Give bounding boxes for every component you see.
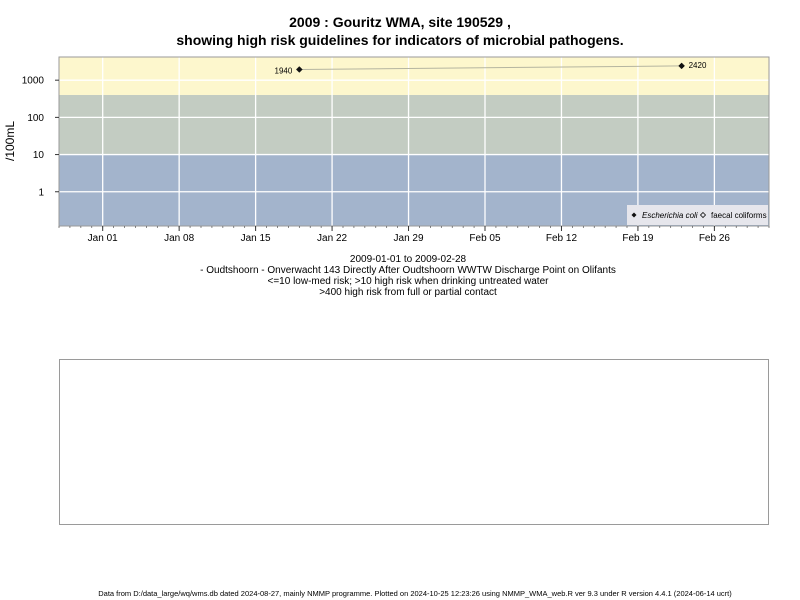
y-tick-label-2: 100: [27, 113, 44, 124]
data-point-0-1: [678, 62, 685, 70]
plot-frame: [58, 56, 770, 227]
y-tick-label-1: 10: [33, 150, 45, 161]
x-tick-label-8: Feb 26: [699, 233, 731, 244]
legend-marker-ecoli: [631, 212, 637, 218]
chart-plot: 1 10 100 1000 Jan 01 Jan 08 Jan 15 Jan 22 Jan 2…: [3, 56, 770, 244]
y-axis: 1 10 100 1000: [22, 76, 59, 198]
x-axis: Jan 01 Jan 08 Jan 15 Jan 22 Jan 29 Feb 05 Feb …: [58, 226, 770, 244]
x-tick-label-0: Jan 01: [88, 233, 118, 244]
x-tick-label-2: Jan 15: [241, 233, 271, 244]
chart-title-line-1: 2009 : Gouritz WMA, site 190529 ,: [289, 14, 511, 30]
series-line-0: [299, 65, 682, 70]
y-tick-label-3: 1000: [22, 76, 45, 87]
caption-risk-high: >400 high risk from full or partial cont…: [319, 287, 497, 298]
grid: [59, 57, 769, 226]
legend-box: [627, 205, 768, 225]
footer-note: Data from D:/data_large/wq/wms.db dated …: [98, 589, 732, 598]
x-tick-label-1: Jan 08: [164, 233, 194, 244]
chart-title-line-2: showing high risk guidelines for indicat…: [176, 32, 624, 48]
data-label-0-1: 2420: [689, 61, 707, 70]
risk-band-1: [59, 94, 769, 155]
x-tick-label-4: Jan 29: [394, 233, 424, 244]
x-tick-label-7: Feb 19: [622, 233, 654, 244]
y-axis-label: /100mL: [3, 121, 17, 161]
data-label-0-0: 1940: [275, 66, 293, 75]
legend-label-ecoli: Escherichia coli: [642, 211, 698, 220]
legend-marker-faecal: [699, 211, 707, 219]
y-tick-label-0: 1: [38, 187, 44, 198]
data-series: 1940 2420: [275, 61, 707, 76]
x-tick-label-6: Feb 12: [546, 233, 578, 244]
risk-band-2: [59, 57, 769, 95]
x-tick-label-3: Jan 22: [317, 233, 347, 244]
caption-date-range: 2009-01-01 to 2009-02-28: [349, 254, 467, 265]
legend: Escherichia coli faecal coliforms: [627, 205, 768, 225]
caption-site: - Oudtshoorn - Onverwacht 143 Directly A…: [200, 265, 616, 276]
caption-risk-low: <=10 low-med risk; >10 high risk when dr…: [267, 276, 549, 287]
legend-label-faecal: faecal coliforms: [711, 211, 767, 220]
x-tick-label-5: Feb 05: [469, 233, 501, 244]
data-point-0-0: [295, 66, 303, 73]
empty-plot-panel: [59, 359, 769, 525]
risk-bands: [59, 57, 769, 226]
